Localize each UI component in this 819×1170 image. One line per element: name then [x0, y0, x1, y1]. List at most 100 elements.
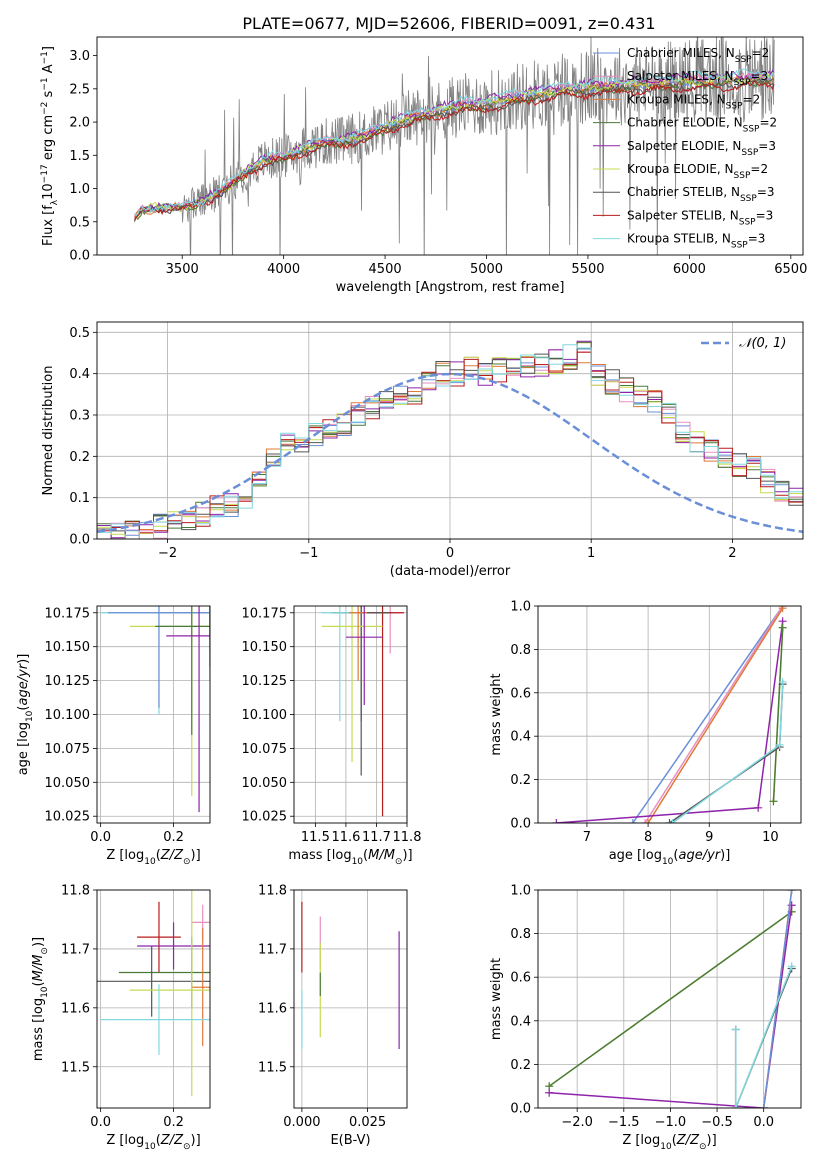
x-tick-label: 0.2 — [163, 830, 184, 845]
legend-label: Salpeter ELODIE, NSSP=3 — [627, 139, 776, 158]
weight-line-5 — [772, 627, 784, 802]
x-tick-label: −1.5 — [608, 1115, 640, 1130]
y-tick-label: 10.025 — [45, 810, 91, 825]
y-axis-label: Normed distribution — [41, 366, 56, 496]
weight-line-3 — [556, 621, 784, 823]
x-tick-label: 11.7 — [362, 830, 391, 845]
x-tick-label: 8 — [644, 830, 652, 845]
y-tick-label: 3.0 — [69, 49, 90, 64]
histogram-step-6 — [97, 341, 803, 539]
weight-point-marker — [665, 819, 674, 823]
x-axis-label: Z [log10(Z/Z⊙)] — [622, 1133, 716, 1152]
y-tick-label: 11.8 — [258, 884, 287, 899]
x-tick-label: 0.025 — [349, 1115, 386, 1130]
plot-area — [552, 606, 787, 823]
y-tick-label: 0.0 — [510, 1102, 531, 1117]
axes-frame — [293, 889, 408, 1109]
weight-point-marker — [641, 819, 650, 823]
panel-spectrum: 3500 4000 4500 5000 5500 6000 6500 0.0 0.5 1.0 1.5… — [40, 36, 807, 295]
weight-point-marker — [731, 1025, 740, 1034]
y-tick-label: 10.075 — [45, 742, 91, 757]
histogram-step-8 — [97, 344, 803, 539]
y-tick-label: 11.5 — [258, 1060, 287, 1075]
y-tick-label: 11.8 — [61, 884, 90, 899]
y-tick-label: 11.6 — [258, 1001, 287, 1016]
x-tick-label: 9 — [705, 830, 713, 845]
weight-point-marker — [778, 606, 787, 613]
legend-label: Chabrier STELIB, NSSP=3 — [627, 185, 775, 204]
y-tick-label: 0.6 — [510, 686, 531, 701]
model-line-6 — [134, 78, 775, 221]
y-tick-label: 11.7 — [61, 942, 90, 957]
weight-point-marker — [668, 819, 677, 823]
y-tick-label: 1.5 — [69, 149, 90, 164]
y-tick-label: 10.125 — [242, 674, 288, 689]
axes-frame — [537, 605, 802, 824]
y-tick-label: 10.125 — [45, 674, 91, 689]
x-tick-label: 5500 — [571, 262, 604, 277]
weight-point-marker — [731, 1104, 740, 1108]
plot-area — [134, 37, 775, 255]
y-tick-label: 0.4 — [510, 1014, 531, 1029]
x-tick-label: 3500 — [166, 262, 199, 277]
y-tick-label: 0.4 — [510, 730, 531, 745]
panel-weight-vs-Z: −2.0 −1.5 −1.0 −0.5 0.0 0.0 0.2 0.4 0.6 0.8 1.0 Z [… — [489, 884, 802, 1152]
y-axis-label: Flux [fλ10−17 erg cm−2 s−1 A−1] — [40, 46, 60, 246]
plot-area — [545, 890, 796, 1108]
y-tick-label: 11.6 — [61, 1001, 90, 1016]
x-axis-label: Z [log10(Z/Z⊙)] — [106, 1133, 200, 1152]
y-tick-label: 2.5 — [69, 82, 90, 97]
legend-label: Kroupa MILES, NSSP=2 — [627, 92, 760, 111]
axes-frame — [96, 36, 804, 256]
x-axis-label: age [log10(age/yr)] — [609, 848, 731, 867]
weight-point-marker — [545, 1088, 554, 1097]
plot-area — [97, 890, 210, 1097]
weight-line-0 — [632, 606, 784, 823]
x-tick-label: 11.8 — [393, 830, 422, 845]
normal-curve — [97, 372, 803, 534]
x-tick-label: 4500 — [369, 262, 402, 277]
weight-point-marker — [552, 819, 561, 823]
legend-label: Kroupa ELODIE, NSSP=2 — [627, 162, 768, 181]
y-tick-label: 1.0 — [510, 884, 531, 899]
weight-line-4 — [762, 890, 793, 1108]
y-tick-label: 0.5 — [69, 215, 90, 230]
y-tick-label: 10.150 — [242, 640, 288, 655]
x-tick-label: 0.0 — [90, 830, 111, 845]
x-tick-label: 0.0 — [753, 1115, 774, 1130]
panel-age-vs-mass: 11.5 11.6 11.7 11.8 10.025 10.050 10.075 10.100… — [242, 605, 422, 867]
axes-frame — [96, 889, 211, 1109]
axes-frame — [96, 605, 211, 824]
x-tick-label: 11.5 — [301, 830, 330, 845]
x-tick-label: 0.0 — [90, 1115, 111, 1130]
x-tick-label: −1.0 — [655, 1115, 687, 1130]
weight-line-2 — [549, 905, 793, 1108]
weight-point-marker — [787, 962, 796, 971]
x-axis-label: (data-model)/error — [390, 564, 511, 579]
y-tick-label: 10.075 — [242, 742, 288, 757]
model-line-8 — [134, 68, 775, 217]
y-tick-label: 0.8 — [510, 643, 531, 658]
y-tick-label: 0.2 — [510, 773, 531, 788]
x-tick-label: 1 — [587, 546, 595, 561]
y-tick-label: 0.8 — [510, 927, 531, 942]
y-tick-label: 10.100 — [242, 708, 288, 723]
x-tick-label: 6000 — [673, 262, 706, 277]
x-tick-label: −2 — [158, 546, 177, 561]
y-tick-label: 0.1 — [69, 491, 90, 506]
legend-label: Chabrier MILES, NSSP=2 — [627, 46, 769, 65]
y-tick-label: 0.3 — [69, 409, 90, 424]
y-tick-label: 0.0 — [69, 533, 90, 548]
y-tick-label: 0.2 — [69, 450, 90, 465]
x-axis-label: Z [log10(Z/Z⊙)] — [106, 848, 200, 867]
weight-point-marker — [769, 797, 778, 806]
panel-weight-vs-age: 7 8 9 10 0.0 0.2 0.4 0.6 0.8 1.0 age [log10(age/yr… — [489, 600, 802, 867]
weight-point-marker — [778, 623, 787, 632]
weight-point-marker — [775, 740, 784, 749]
y-tick-label: 10.150 — [45, 640, 91, 655]
legend-label: Salpeter MILES, NSSP=3 — [627, 69, 768, 88]
axes-frame — [537, 889, 802, 1109]
y-tick-label: 1.0 — [69, 182, 90, 197]
y-tick-label: 0.5 — [69, 326, 90, 341]
